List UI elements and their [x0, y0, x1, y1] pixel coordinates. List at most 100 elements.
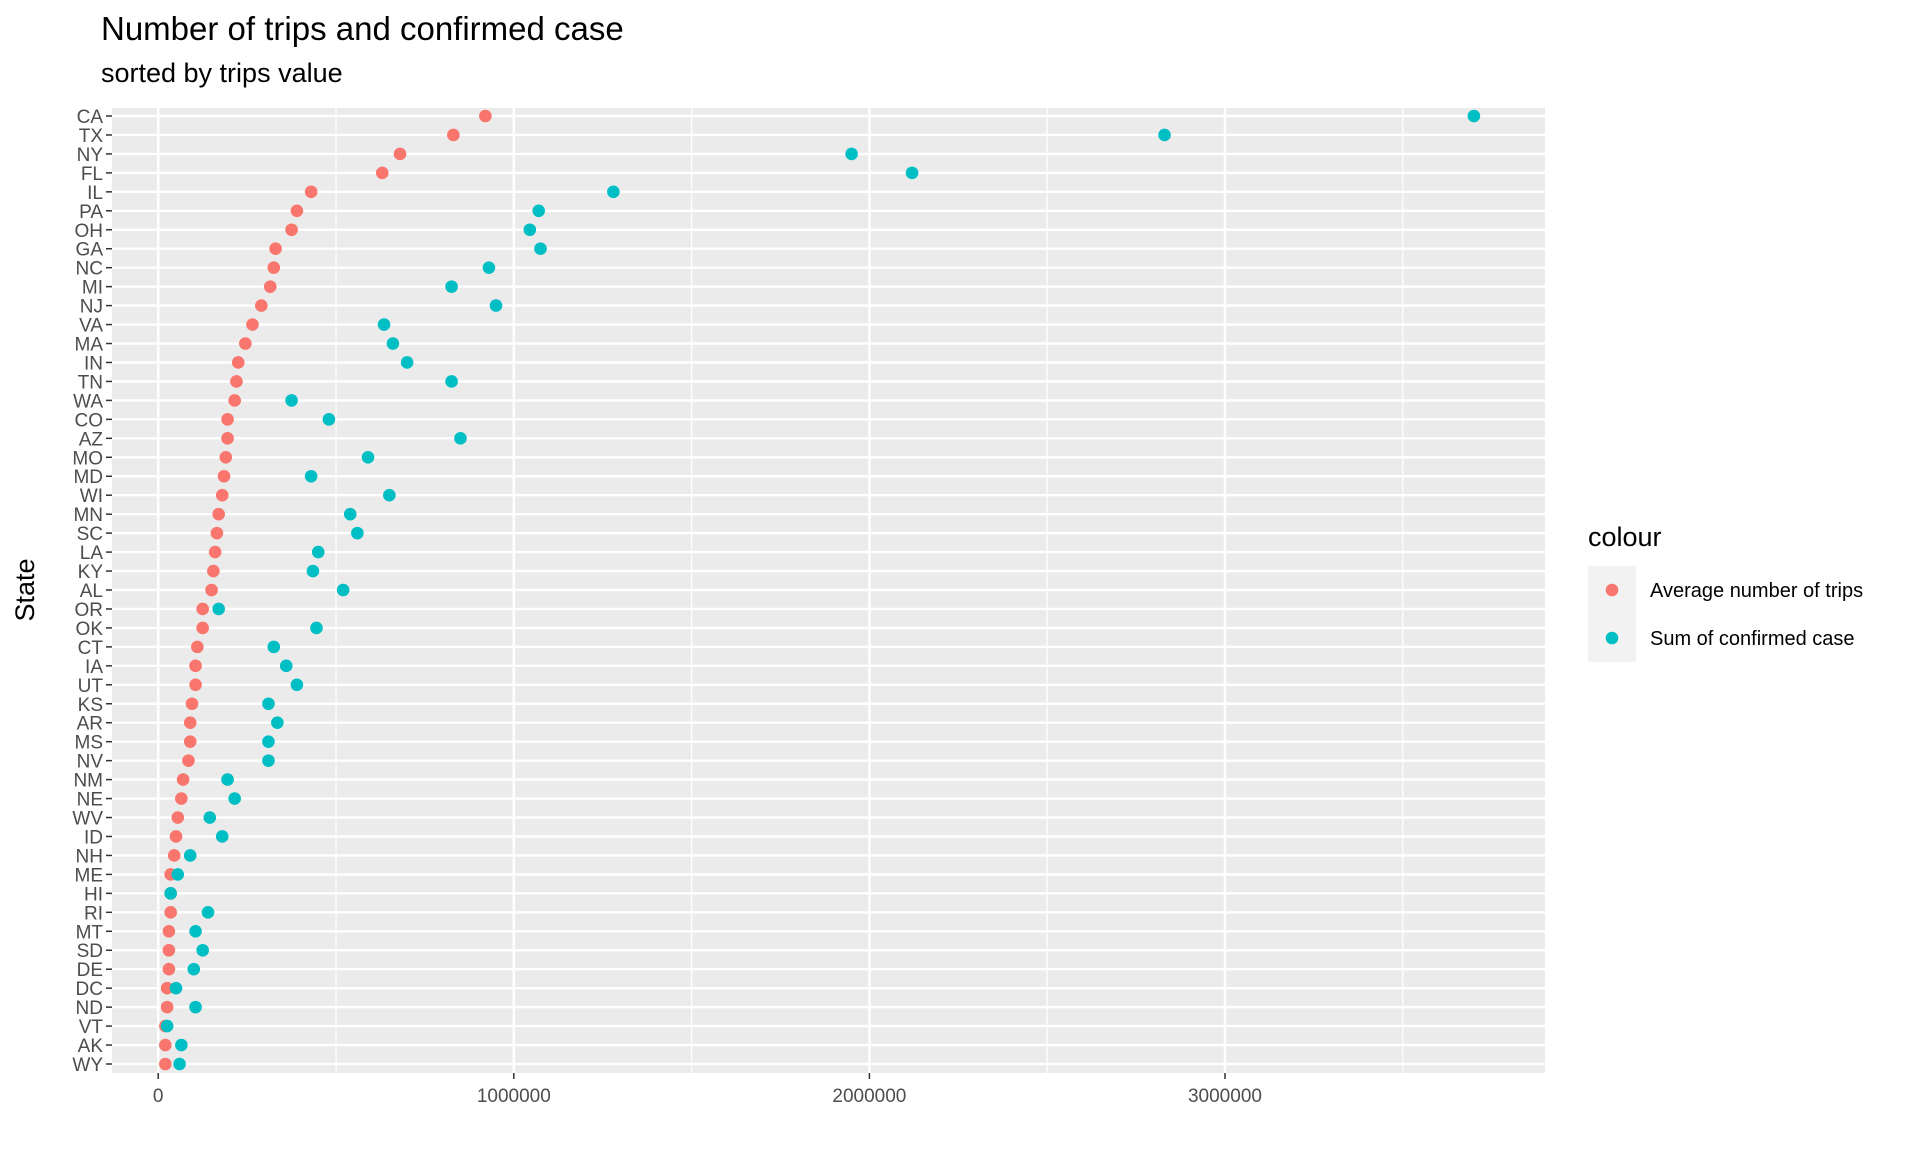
data-point-nd [160, 1000, 174, 1014]
y-tick-label: VA [79, 316, 103, 337]
data-point-la [311, 545, 325, 559]
data-point-de [187, 962, 201, 976]
data-point-mn [343, 507, 357, 521]
y-tick-label: RI [84, 903, 103, 924]
y-tick-label: FL [81, 164, 103, 185]
legend-key-confirmed-cases [1605, 631, 1619, 645]
data-point-ct [191, 640, 204, 654]
data-points [159, 109, 1481, 1071]
data-point-fl [375, 166, 389, 180]
data-point-ny [393, 147, 407, 161]
y-tick-label: CT [78, 638, 104, 659]
data-point-ms [262, 735, 275, 748]
data-point-nm [176, 773, 190, 786]
data-point-nc [267, 261, 281, 274]
legend-key-average-trips [1605, 583, 1619, 597]
y-tick-label: VT [79, 1017, 104, 1038]
data-point-co [322, 413, 336, 426]
y-tick-label: HI [84, 884, 103, 905]
y-tick-label: NH [76, 846, 103, 867]
data-point-ne [228, 792, 241, 805]
data-point-ri [201, 906, 215, 919]
data-point-ky [207, 564, 220, 578]
y-tick-label: DC [76, 979, 103, 1000]
y-tick-label: ID [84, 827, 103, 848]
data-point-al [336, 583, 350, 597]
data-point-wa [285, 394, 298, 407]
data-point-ma [239, 337, 252, 350]
data-point-wi [383, 488, 396, 502]
data-point-ca [1467, 109, 1481, 123]
data-point-nj [489, 299, 503, 312]
data-point-pa [532, 204, 545, 218]
data-point-tx [1158, 128, 1171, 142]
y-tick-label: MT [76, 922, 104, 943]
legend: colour Average number of trips Sum of con… [1588, 522, 1863, 662]
data-point-nd [189, 1000, 202, 1014]
data-point-ca [479, 109, 492, 123]
data-point-az [221, 432, 234, 445]
x-tick-label: 1000000 [477, 1086, 551, 1107]
data-point-tn [230, 375, 243, 388]
data-point-mo [361, 450, 375, 464]
y-tick-label: CO [75, 410, 104, 431]
data-point-va [246, 318, 259, 331]
y-tick-label: MS [75, 733, 104, 754]
data-point-me [171, 868, 185, 881]
data-point-oh [285, 223, 298, 237]
y-tick-label: KS [78, 695, 103, 716]
data-point-mi [445, 280, 458, 293]
y-tick-label: OK [76, 619, 104, 640]
y-tick-label: UT [78, 676, 104, 697]
y-tick-label: NJ [80, 297, 103, 318]
data-point-pa [290, 204, 304, 218]
y-tick-label: NE [77, 790, 103, 811]
data-point-ar [271, 716, 284, 730]
data-point-md [304, 469, 318, 483]
data-point-il [304, 185, 318, 199]
x-tick-label: 3000000 [1188, 1086, 1262, 1107]
y-tick-label: IA [85, 657, 103, 678]
data-point-ne [175, 792, 188, 805]
data-point-dc [169, 981, 183, 995]
y-tick-label: AZ [79, 429, 104, 450]
data-point-ri [164, 906, 177, 919]
y-tick-label: CA [77, 107, 104, 128]
y-tick-label: IL [87, 183, 103, 204]
data-point-ok [310, 621, 323, 635]
data-point-vt [160, 1019, 174, 1033]
data-point-wy [159, 1057, 172, 1071]
y-tick-label: KY [78, 562, 104, 583]
data-point-ct [267, 640, 281, 654]
y-tick-label: MO [72, 448, 103, 469]
data-point-ut [290, 678, 304, 692]
y-tick-label: OR [75, 600, 104, 621]
legend-label: Average number of trips [1650, 580, 1863, 602]
data-point-nh [167, 849, 181, 862]
y-tick-label: DE [77, 960, 103, 981]
legend-label: Sum of confirmed case [1650, 628, 1855, 650]
data-point-tx [447, 128, 460, 142]
data-point-sd [196, 943, 209, 957]
x-axis: 0 1000000 2000000 3000000 [153, 1073, 1262, 1107]
data-point-id [215, 830, 229, 843]
legend-title: colour [1588, 522, 1662, 552]
chart-title: Number of trips and confirmed case [101, 10, 624, 47]
data-point-ia [279, 659, 293, 673]
data-point-ia [189, 659, 202, 673]
y-tick-label: MN [73, 505, 103, 526]
data-point-nh [183, 849, 197, 862]
data-point-or [212, 602, 225, 616]
data-point-wi [215, 488, 229, 502]
data-point-mt [162, 924, 176, 938]
data-point-mi [263, 280, 277, 293]
y-tick-label: NC [76, 259, 103, 280]
data-point-mt [189, 924, 202, 938]
series-average-trips [159, 109, 492, 1071]
y-tick-label: PA [79, 202, 103, 223]
data-point-co [221, 413, 234, 426]
data-point-nv [262, 754, 275, 767]
data-point-ks [262, 697, 275, 711]
data-point-il [607, 185, 620, 199]
y-tick-label: NM [73, 771, 103, 792]
